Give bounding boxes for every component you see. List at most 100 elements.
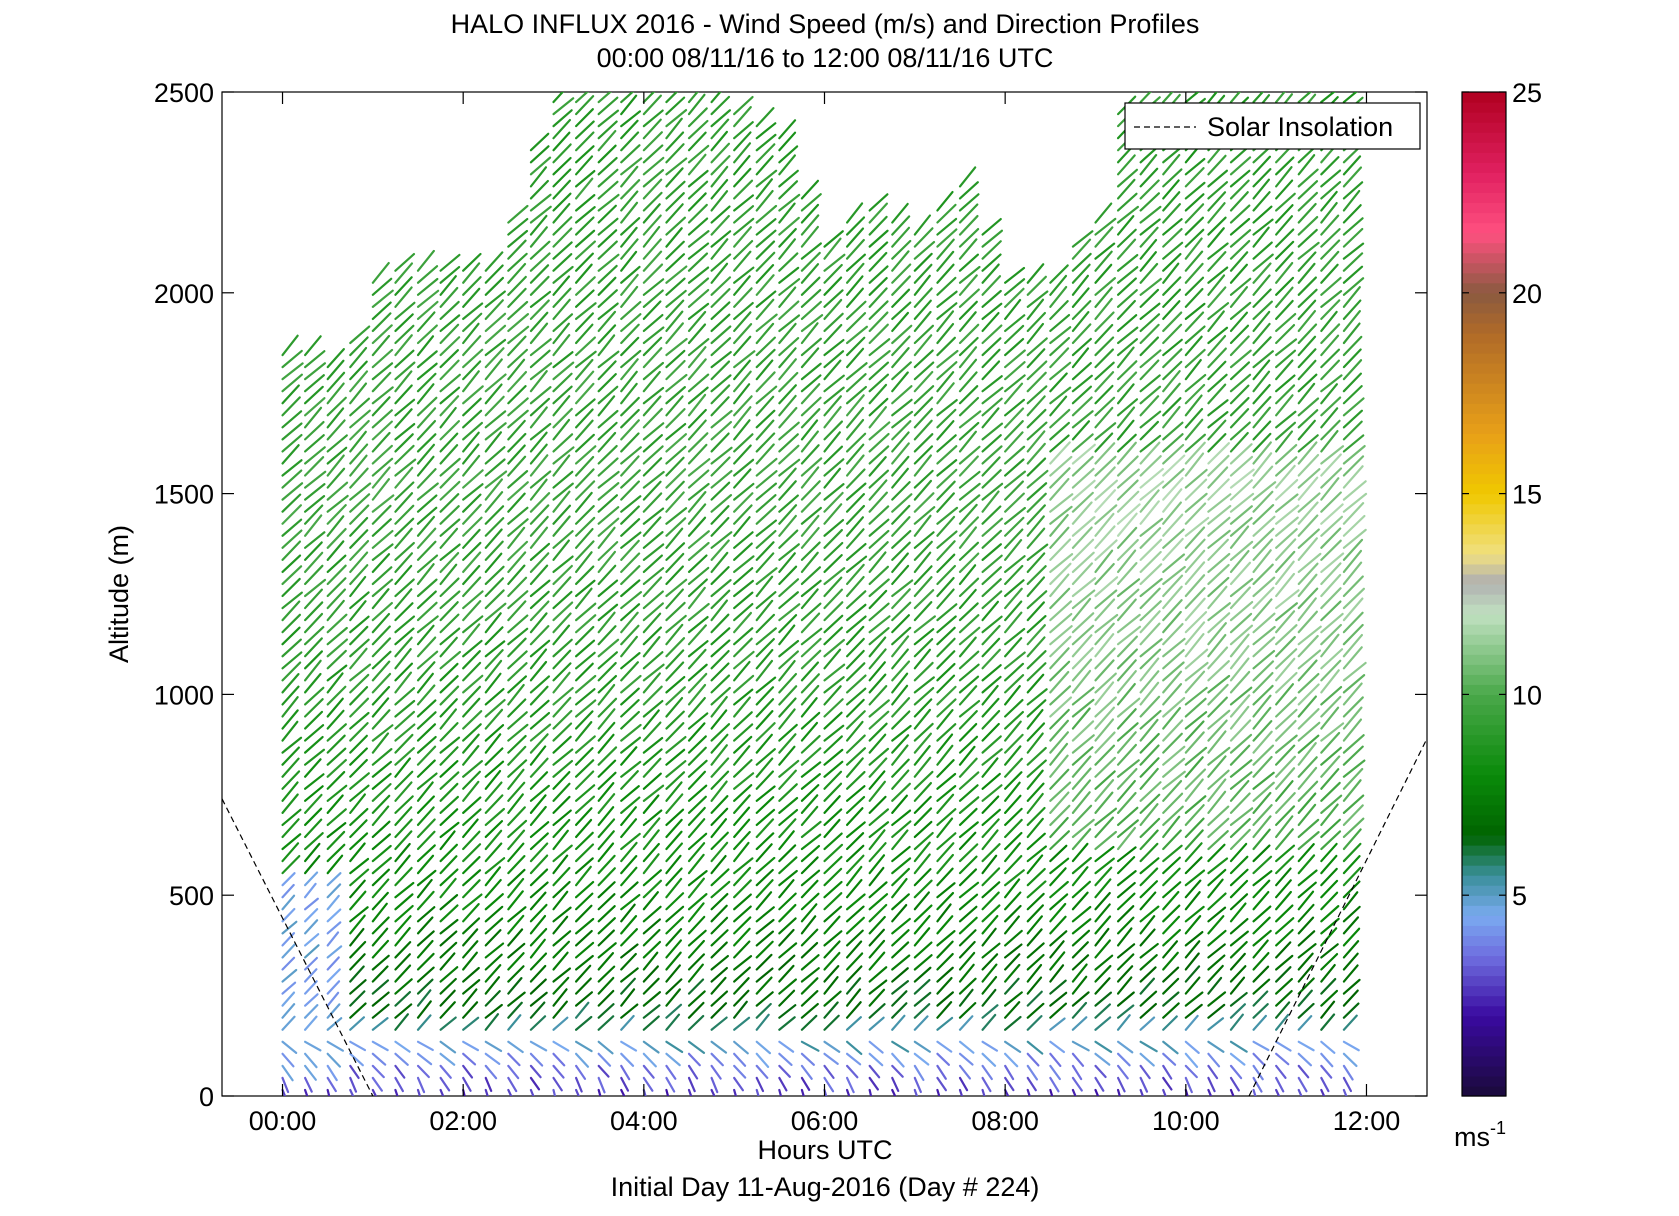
wind-barb xyxy=(755,1040,772,1055)
wind-barb xyxy=(620,903,636,923)
wind-barb xyxy=(1252,916,1271,935)
wind-barb xyxy=(845,710,866,730)
wind-barb xyxy=(439,989,456,1007)
wind-barb xyxy=(823,588,844,610)
wind-barb xyxy=(574,857,594,875)
wind-barb xyxy=(1275,708,1298,730)
wind-barb xyxy=(1071,1040,1090,1052)
wind-barb xyxy=(371,748,393,766)
wind-barb xyxy=(281,1003,296,1019)
wind-barb xyxy=(1297,382,1316,405)
wind-barb xyxy=(1139,622,1161,646)
wind-barb xyxy=(484,990,501,1007)
wind-barb xyxy=(755,395,775,417)
wind-barb xyxy=(484,528,503,549)
wind-barb xyxy=(1116,743,1137,766)
wind-barb xyxy=(642,480,662,501)
wind-barb xyxy=(642,1076,654,1092)
colorbar-segment xyxy=(1462,463,1506,475)
wind-barb xyxy=(1139,489,1160,513)
wind-barb xyxy=(733,531,754,549)
wind-barb xyxy=(1320,419,1341,441)
wind-barb xyxy=(1297,831,1320,851)
wind-barb xyxy=(981,229,1004,248)
wind-barb xyxy=(1342,277,1365,296)
wind-barb xyxy=(620,661,639,682)
wind-barb xyxy=(891,301,912,321)
wind-barb xyxy=(1252,730,1273,754)
wind-barb xyxy=(349,482,372,501)
wind-barb xyxy=(1071,1064,1083,1081)
wind-barb xyxy=(733,567,754,586)
wind-barb xyxy=(1004,407,1025,429)
wind-barb xyxy=(800,251,821,272)
wind-barb xyxy=(800,347,820,369)
wind-barb xyxy=(439,904,459,923)
wind-barb xyxy=(1049,719,1070,742)
wind-barb xyxy=(394,648,412,670)
wind-barb xyxy=(1139,744,1160,766)
wind-barb xyxy=(981,1076,992,1093)
wind-barb xyxy=(778,552,796,574)
wind-barb xyxy=(800,761,822,778)
wind-barb xyxy=(733,1000,748,1019)
wind-barb xyxy=(529,470,552,489)
wind-barb xyxy=(1049,742,1069,766)
wind-barb xyxy=(326,504,347,525)
wind-barb xyxy=(1184,574,1206,598)
wind-barb xyxy=(552,192,572,212)
wind-barb xyxy=(620,495,642,513)
wind-barb xyxy=(755,818,775,839)
wind-barb xyxy=(800,637,822,658)
wind-barb xyxy=(1342,181,1364,200)
wind-barb xyxy=(913,576,933,598)
wind-barb xyxy=(1004,555,1026,574)
wind-barb xyxy=(936,915,954,935)
wind-barb xyxy=(1320,445,1345,465)
wind-barb xyxy=(1094,991,1113,1007)
wind-barb xyxy=(484,760,505,778)
wind-barb xyxy=(1342,514,1366,537)
wind-barb xyxy=(462,855,481,875)
wind-barb xyxy=(665,408,686,429)
wind-barb xyxy=(371,457,394,477)
colorbar-segment xyxy=(1462,443,1506,455)
wind-barb xyxy=(552,686,574,706)
wind-barb xyxy=(1162,792,1184,814)
wind-barb xyxy=(665,433,688,453)
wind-barb xyxy=(1049,285,1068,308)
wind-barb xyxy=(1275,374,1296,393)
wind-barb xyxy=(1162,951,1179,971)
wind-barb xyxy=(552,696,572,718)
wind-barb xyxy=(981,927,997,947)
wind-barb xyxy=(1116,398,1139,417)
wind-barb xyxy=(349,686,369,706)
wind-barb xyxy=(913,1052,930,1066)
wind-barb xyxy=(1342,905,1361,923)
wind-barb xyxy=(1184,879,1202,899)
wind-barb xyxy=(710,178,729,200)
wind-barb xyxy=(1252,771,1275,790)
colorbar-segment xyxy=(1462,1005,1506,1017)
wind-barb xyxy=(642,757,662,778)
wind-barb xyxy=(597,1076,606,1094)
wind-barb xyxy=(687,1076,696,1093)
colorbar-segment xyxy=(1462,563,1506,575)
wind-barb xyxy=(552,92,565,104)
wind-barb xyxy=(733,335,752,357)
wind-barb xyxy=(1116,338,1139,357)
wind-barb xyxy=(416,699,437,718)
wind-barb xyxy=(1207,709,1231,730)
wind-barb xyxy=(868,202,888,224)
wind-barb xyxy=(1162,168,1183,188)
wind-barb xyxy=(507,698,527,718)
wind-barb xyxy=(394,588,413,610)
wind-barb xyxy=(687,648,707,670)
wind-barb xyxy=(394,662,414,682)
wind-barb xyxy=(958,722,978,742)
wind-barb xyxy=(507,759,528,778)
wind-barb xyxy=(439,527,459,549)
wind-barb xyxy=(281,1076,290,1094)
wind-barb xyxy=(958,323,980,345)
wind-barb xyxy=(710,854,727,875)
